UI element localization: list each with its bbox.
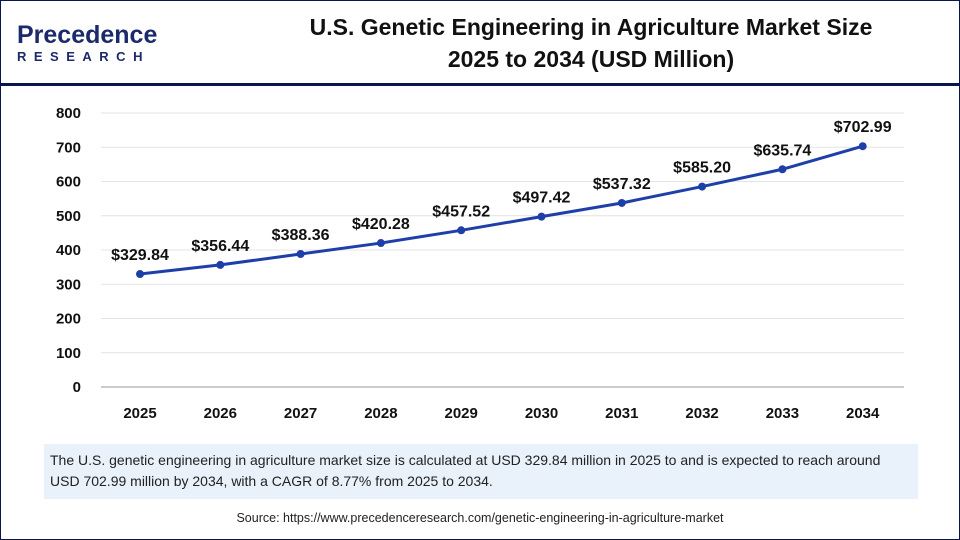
x-tick-label: 2030 [525,405,558,422]
summary-note: The U.S. genetic engineering in agricult… [44,444,918,499]
data-label: $388.36 [272,227,330,244]
logo-line2: RESEARCH [17,49,150,64]
data-point [296,249,305,258]
y-tick-label: 400 [56,242,81,259]
x-tick-label: 2028 [364,405,397,422]
data-point [698,182,707,191]
data-label: $420.28 [352,216,410,233]
data-point [617,198,626,207]
line-chart: 0 100 200 300 400 500 600 700 800 2025 2026 2027 202… [56,105,904,422]
title-line1: U.S. Genetic Engineering in Agriculture … [309,14,873,40]
y-tick-label: 100 [56,345,81,362]
x-tick-label: 2033 [766,405,799,422]
chart-title: U.S. Genetic Engineering in Agriculture … [251,11,931,75]
y-tick-label: 700 [56,139,81,156]
x-tick-label: 2027 [284,405,317,422]
logo-line1: Precedence [17,21,158,49]
y-tick-label: 500 [56,208,81,225]
data-label: $356.44 [191,238,249,255]
data-label: $329.84 [111,247,169,264]
logo: Precedence RESEARCH [17,21,158,65]
header-divider [1,83,959,86]
x-tick-label: 2026 [204,405,237,422]
data-label: $497.42 [513,190,571,207]
data-label: $585.20 [673,160,731,177]
y-tick-label: 300 [56,276,81,293]
data-label: $457.52 [432,203,490,220]
data-point [136,270,144,279]
data-point [537,212,546,221]
y-tick-label: 800 [56,105,81,122]
title-line2: 2025 to 2034 (USD Million) [447,46,735,72]
x-tick-label: 2034 [846,405,880,422]
data-label: $635.74 [753,142,811,159]
x-tick-label: 2025 [123,405,156,422]
data-label: $537.32 [593,176,651,193]
y-tick-label: 0 [73,379,81,396]
x-tick-label: 2029 [445,405,478,422]
data-point [778,165,787,174]
x-tick-label: 2031 [605,405,638,422]
source-text: Source: https://www.precedenceresearch.c… [236,511,724,525]
y-tick-label: 600 [56,174,81,191]
y-tick-label: 200 [56,311,81,328]
data-point [376,239,385,248]
data-label: $702.99 [834,119,892,136]
data-point [858,142,867,151]
series-line [139,144,864,276]
data-point [216,260,225,269]
x-tick-label: 2032 [685,405,718,422]
data-point [457,226,466,235]
